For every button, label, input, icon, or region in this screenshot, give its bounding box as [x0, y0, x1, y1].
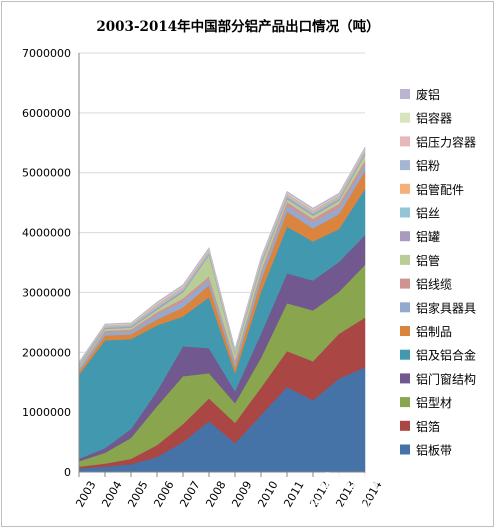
legend-swatch — [400, 136, 410, 147]
legend-label: 铝门窗结构 — [416, 371, 476, 386]
legend-swatch — [400, 444, 410, 455]
legend-swatch — [400, 397, 410, 408]
legend-swatch — [400, 207, 410, 218]
legend-label: 铝型材 — [416, 395, 452, 410]
legend-label: 铝及铝合金 — [416, 348, 476, 363]
y-tick-label: 7000000 — [22, 47, 71, 60]
series-areas — [78, 146, 366, 473]
legend-swatch — [400, 326, 410, 336]
legend-label: 铝箔 — [416, 419, 440, 434]
legend-label: 铝制品 — [416, 324, 452, 339]
watermark-site: CNMN.COM.CN — [318, 469, 493, 493]
legend-swatch — [400, 231, 410, 242]
legend-label: 铝管配件 — [416, 182, 464, 197]
legend-label: 铝线缆 — [416, 277, 452, 292]
axes — [78, 53, 366, 477]
legend-swatch — [400, 420, 410, 431]
chart-title: 2003-2014年中国部分铝产品出口情况（吨） — [96, 18, 379, 35]
legend: 废铝铝容器铝压力容器铝粉铝管配件铝丝铝罐铝管铝线缆铝家具器具铝制品铝及铝合金铝门… — [400, 87, 476, 458]
x-tick-label: 2010 — [255, 479, 280, 510]
legend-swatch — [400, 302, 410, 313]
legend-swatch — [400, 278, 410, 289]
legend-swatch — [400, 349, 410, 360]
legend-swatch — [400, 254, 410, 265]
y-tick-label: 3000000 — [22, 286, 71, 299]
area-series-15 — [78, 146, 366, 363]
legend-swatch — [400, 160, 410, 171]
legend-swatch — [400, 112, 410, 123]
y-tick-label: 5000000 — [22, 167, 71, 180]
legend-label: 铝容器 — [416, 111, 452, 126]
watermark: CNMN.COM.CN 微信号: sunlight_metal — [298, 469, 493, 510]
legend-label: 铝丝 — [416, 206, 440, 221]
legend-label: 铝罐 — [416, 229, 440, 244]
y-axis-tick-labels: 0 1000000 2000000 3000000 4000000 5000000 6000… — [22, 47, 71, 479]
x-tick-label: 2007 — [177, 479, 202, 510]
y-tick-label: 6000000 — [22, 107, 71, 120]
x-tick-label: 2008 — [203, 479, 228, 510]
legend-label: 铝家具器具 — [416, 300, 476, 315]
x-tick-label: 2004 — [99, 479, 124, 510]
legend-swatch — [400, 373, 410, 384]
y-tick-label: 0 — [64, 466, 71, 479]
x-tick-label: 2005 — [125, 479, 150, 510]
y-tick-label: 1000000 — [22, 406, 71, 419]
x-tick-label: 2009 — [229, 479, 254, 510]
legend-label: 废铝 — [416, 87, 440, 102]
legend-label: 铝板带 — [416, 443, 452, 458]
y-tick-label: 2000000 — [22, 346, 71, 359]
y-tick-label: 4000000 — [22, 227, 71, 240]
x-tick-label: 2006 — [151, 479, 176, 510]
legend-swatch — [400, 89, 410, 99]
legend-swatch — [400, 183, 410, 194]
legend-label: 铝管 — [416, 253, 440, 268]
legend-label: 铝压力容器 — [416, 134, 476, 149]
watermark-account: 微信号: sunlight_metal — [298, 496, 430, 510]
x-tick-label: 2003 — [73, 479, 98, 510]
legend-label: 铝粉 — [416, 158, 440, 173]
